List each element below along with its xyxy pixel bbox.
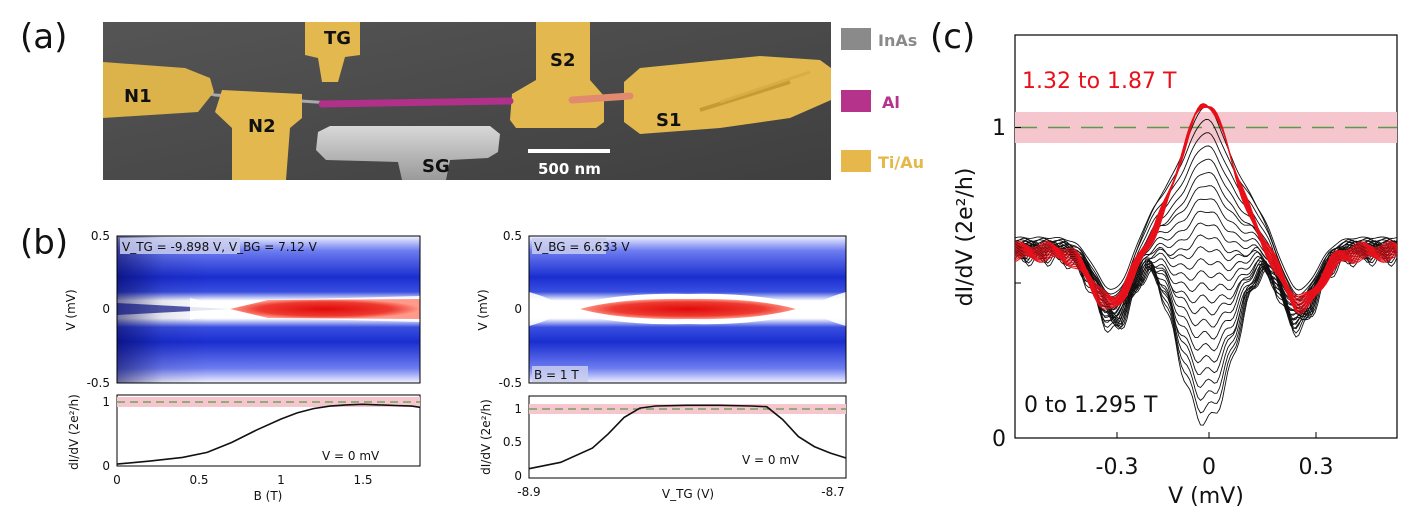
b-left-xtick-2: 1 [277,473,285,487]
c-ytick-1: 1 [992,116,1006,141]
b-right-ytick-bot: -0.5 [499,376,522,390]
b-right-ytick-mid: 0 [514,302,522,316]
s1-debris [699,80,791,112]
n2-electrode [215,90,302,180]
scalebar-label: 500 nm [538,160,601,178]
b-left-band [117,397,420,407]
b-left-xtick-0: 0 [113,473,121,487]
sem-label-sg: SG [422,156,450,177]
n1-electrode [103,62,214,118]
b-right-map-annotation-bottom: B = 1 T [534,368,579,382]
c-plot-frame [1014,34,1398,439]
panel-label-a: (a) [20,17,67,57]
b-right-trace-ytick-1: 1 [514,402,522,416]
c-ytick-0: 0 [992,427,1006,452]
b-right-map-ylabel: V (mV) [476,289,490,330]
b-left-trace: 1 0 0 0.5 1 1.5 B (T) V = 0 mV dI/dV (2e… [67,394,421,503]
c-black-label: 0 to 1.295 T [1024,393,1158,418]
al-segment-2 [568,92,634,104]
panel-label-b: (b) [20,223,68,263]
b-left-map-annotation: V_TG = -9.898 V, V_BG = 7.12 V [122,240,318,254]
b-left-map-ylabel: V (mV) [64,289,78,330]
b-left-xtick-1: 0.5 [189,473,208,487]
b-right-trace-line [528,404,847,470]
b-right-trace-annotation: V = 0 mV [742,453,800,467]
legend-swatch-al [841,90,871,112]
s1-debris-2 [719,70,811,104]
c-band [1015,112,1397,143]
sem-label-s1: S1 [656,110,682,131]
scalebar [528,149,610,153]
b-right-trace: 1 0.5 0 -8.9 -8.7 V_TG (V) V = 0 mV dI/d… [479,395,847,501]
b-right-map: V_BG = 6.633 V B = 1 T 0.5 0 -0.5 V (mV) [476,229,847,390]
c-black-trace [1015,132,1397,296]
sem-legend: InAs Al Ti/Au [841,28,924,172]
c-black-trace [1015,118,1397,291]
b-right-xlabel: V_TG (V) [662,487,714,501]
b-right-ytick-top: 0.5 [503,229,522,243]
c-red-trace [1015,105,1397,298]
b-left-map: V_TG = -9.898 V, V_BG = 7.12 V 0.5 0 -0.… [64,229,421,390]
b-right-xtick-1: -8.7 [821,485,844,499]
s1-electrode [624,56,831,134]
legend-label-inas: InAs [878,31,917,50]
c-xlabel: V (mV) [1168,484,1244,509]
panel-label-c: (c) [930,17,975,57]
legend-label-tiau: Ti/Au [878,153,924,172]
b-left-trace-line [116,403,421,465]
b-left-trace-ytick-0: 0 [102,459,110,473]
sem-label-n1: N1 [124,86,152,107]
b-left-ytick-bot: -0.5 [87,376,110,390]
tg-electrode [305,22,360,82]
c-xtick-neg: -0.3 [1096,455,1139,480]
b-right-trace-ytick-0: 0 [514,469,522,483]
b-right-trace-ylabel: dI/dV (2e²/h) [479,399,493,475]
b-right-map-annotation-top: V_BG = 6.633 V [534,240,630,254]
b-left-trace-annotation: V = 0 mV [322,449,380,463]
b-left-xlabel: B (T) [254,489,283,503]
b-right-xtick-0: -8.9 [517,485,540,499]
legend-swatch-tiau [841,150,871,172]
c-xtick-zero: 0 [1202,455,1216,480]
b-left-trace-ytick-1: 1 [102,395,110,409]
al-segment [318,97,514,108]
legend-label-al: Al [882,93,900,112]
sem-label-n2: N2 [248,116,276,137]
b-left-xtick-3: 1.5 [353,473,372,487]
b-left-ytick-top: 0.5 [91,229,110,243]
sg-electrode [316,126,500,180]
sem-image: TG S2 N1 N2 SG S1 500 nm [103,22,832,180]
b-left-ytick-mid: 0 [102,302,110,316]
c-plot: 1 0 -0.3 0 0.3 V (mV) dI/dV (2e²/h) 1.32… [953,34,1398,509]
b-left-trace-ylabel: dI/dV (2e²/h) [67,394,81,470]
b-right-trace-ytick-05: 0.5 [503,435,522,449]
sem-label-tg: TG [324,28,351,49]
c-red-label: 1.32 to 1.87 T [1022,69,1177,94]
sem-label-s2: S2 [550,50,576,71]
c-xtick-pos: 0.3 [1299,455,1334,480]
legend-swatch-inas [841,28,871,50]
c-ylabel: dI/dV (2e²/h) [953,168,978,307]
